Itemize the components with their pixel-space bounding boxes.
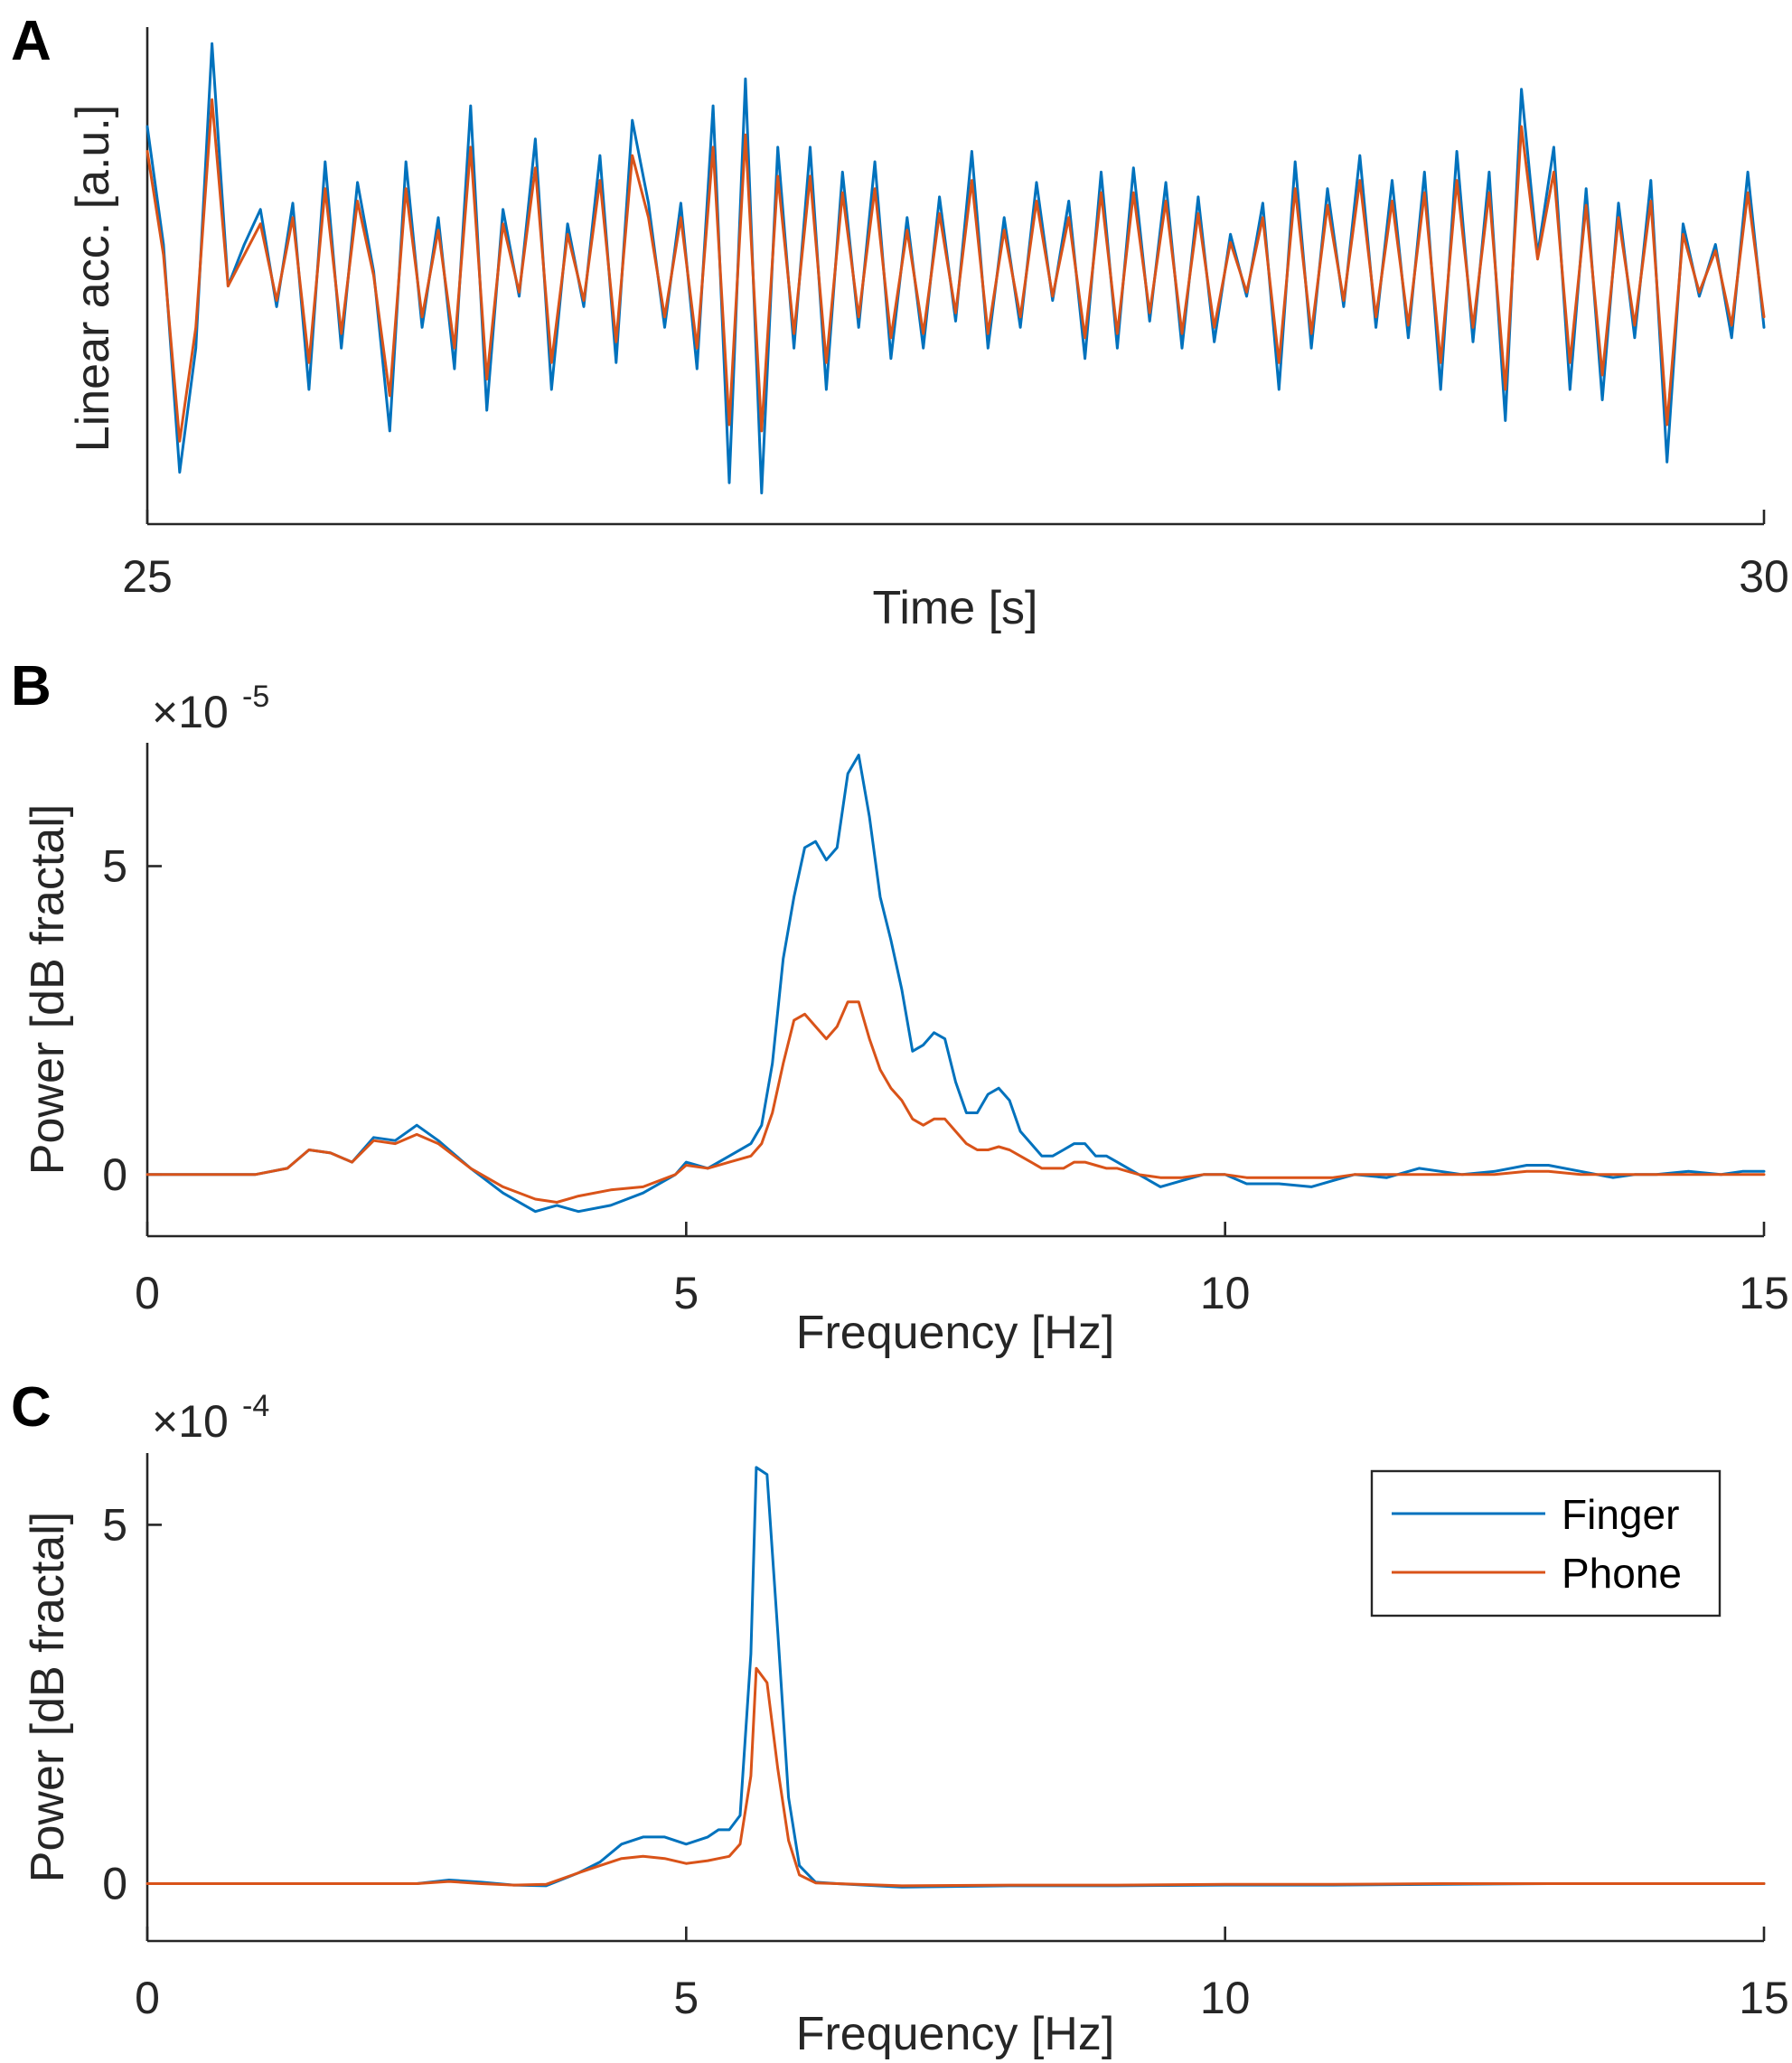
series-c [145,1466,1766,1889]
x-tick-label: 10 [1200,1268,1251,1318]
exponent-label-b: ×10 -5 [152,680,269,737]
y-tick-label: 5 [102,1499,127,1550]
series-line-finger [145,42,1766,495]
x-tick-label: 25 [122,551,173,602]
legend-label-phone: Phone [1562,1550,1682,1597]
legend: Finger Phone [1370,1469,1722,1618]
y-tick-label: 0 [102,1858,127,1908]
x-axis-label-c: Frequency [Hz] [796,2008,1115,2060]
y-axis-label-c: Power [dB fractal] [22,1512,74,1882]
x-axis-label-a: Time [s] [873,582,1038,634]
series-line-finger [145,754,1766,1214]
x-axis-label-b: Frequency [Hz] [796,1307,1115,1359]
svg-text:×10: ×10 [152,687,229,737]
x-tick-label: 0 [135,1268,160,1318]
legend-label-finger: Finger [1562,1491,1679,1538]
x-tick-label: 0 [135,1973,160,2023]
panel-a: A 25 30 Time [s] Linear acc. [a.u.] [11,10,1789,634]
ticks-b: 0 5 10 15 0 5 [102,841,1789,1319]
x-tick-label: 5 [673,1973,699,2023]
series-line-phone [145,98,1766,443]
series-line-phone [145,1666,1766,1888]
x-tick-label: 5 [673,1268,699,1318]
y-axis-label-a: Linear acc. [a.u.] [67,105,119,452]
legend-box [1370,1469,1722,1618]
panel-label-c: C [11,1376,52,1439]
x-tick-label: 30 [1739,551,1789,602]
x-tick-label: 15 [1739,1973,1789,2023]
series-b [145,754,1766,1214]
y-tick-label: 0 [102,1149,127,1200]
exponent-value-c: -4 [242,1389,269,1423]
x-tick-label: 10 [1200,1973,1251,2023]
ticks-c: 0 5 10 15 0 5 [102,1499,1789,2023]
exponent-value-b: -5 [242,680,269,714]
ticks-a: 25 30 [122,510,1789,602]
svg-text:×10: ×10 [152,1396,229,1447]
x-tick-label: 15 [1739,1268,1789,1318]
panel-label-a: A [11,10,52,72]
exponent-label-c: ×10 -4 [152,1389,269,1447]
y-axis-label-b: Power [dB fractal] [22,804,74,1175]
panel-label-b: B [11,655,52,717]
panel-b: B ×10 -5 0 5 10 15 0 5 Frequency [Hz] Power [… [11,655,1789,1359]
series-a [145,42,1766,495]
y-tick-label: 5 [102,841,127,892]
series-line-phone [145,1000,1766,1204]
panel-c: C ×10 -4 0 5 10 15 0 5 Frequency [Hz] Power [… [11,1376,1789,2060]
